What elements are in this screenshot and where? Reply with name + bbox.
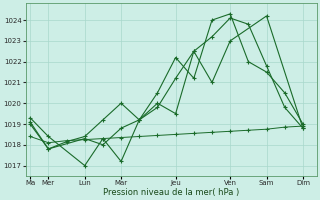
X-axis label: Pression niveau de la mer( hPa ): Pression niveau de la mer( hPa ) <box>103 188 239 197</box>
